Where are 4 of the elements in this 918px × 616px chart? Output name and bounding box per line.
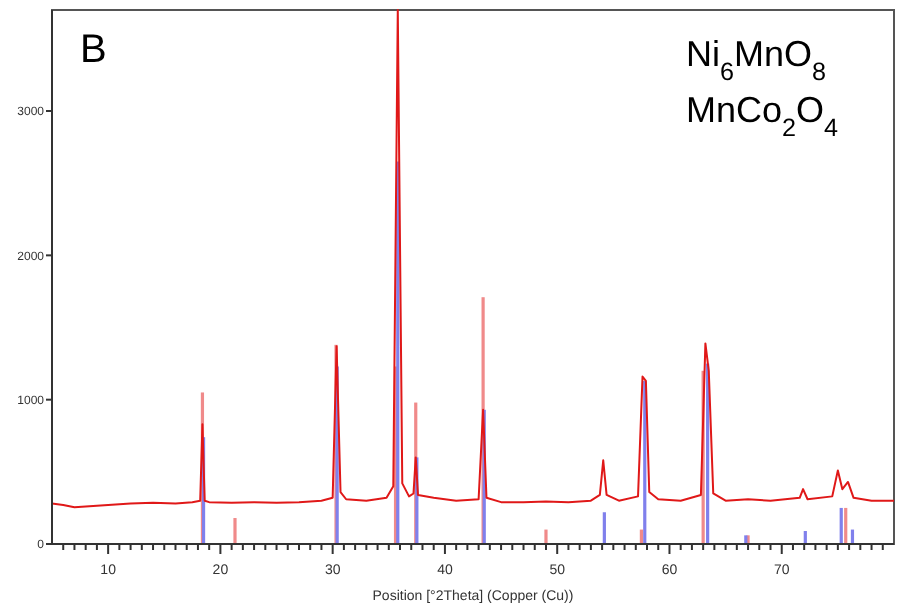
line-series [51,9,895,509]
annotation: Ni$_{6}$MnO$_{8}$ [686,34,827,86]
annotation: MnCo$_{2}$O$_{4}$ [686,90,839,142]
annotation: B [80,28,107,72]
